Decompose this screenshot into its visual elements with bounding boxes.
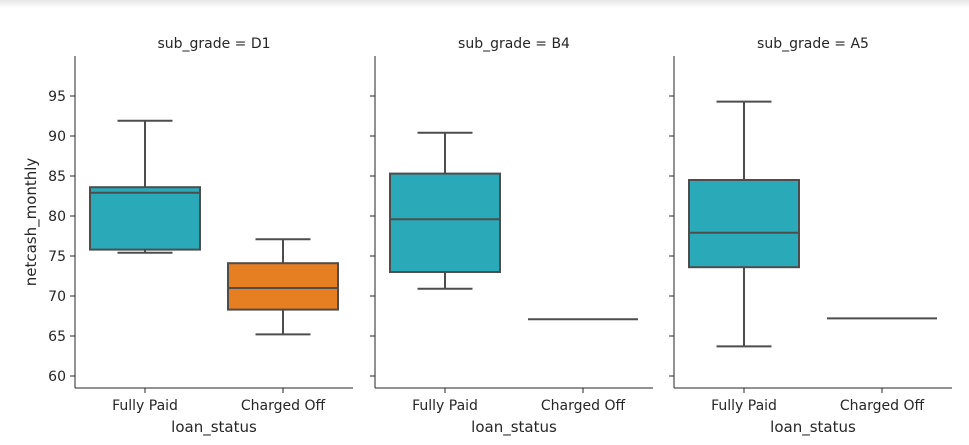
x-tick-label: Charged Off	[541, 398, 626, 414]
y-tick-label: 80	[48, 209, 66, 225]
box	[89, 186, 201, 251]
y-tick-label: 60	[48, 369, 66, 385]
y-tick-label: 75	[48, 249, 66, 265]
window-top-edge	[0, 0, 969, 8]
x-axis-title: loan_status	[171, 418, 257, 437]
y-tick-label: 70	[48, 289, 66, 305]
panel-title: sub_grade = A5	[757, 36, 869, 52]
box	[389, 172, 501, 274]
y-tick-label: 95	[48, 89, 66, 105]
x-tick-label: Charged Off	[840, 398, 925, 414]
x-tick-label: Charged Off	[241, 398, 326, 414]
x-tick-label: Fully Paid	[112, 398, 178, 414]
panel-title: sub_grade = D1	[157, 36, 270, 52]
x-tick-label: Fully Paid	[412, 398, 478, 414]
x-axis-title: loan_status	[770, 418, 856, 437]
y-axis-title: netcash_monthly	[22, 158, 41, 287]
x-axis-title: loan_status	[471, 418, 557, 437]
y-tick-label: 85	[48, 169, 66, 185]
box	[688, 179, 800, 269]
y-tick-label: 65	[48, 329, 66, 345]
box	[227, 262, 339, 311]
panel-title: sub_grade = B4	[458, 36, 570, 52]
x-tick-label: Fully Paid	[711, 398, 777, 414]
y-tick-label: 90	[48, 129, 66, 145]
